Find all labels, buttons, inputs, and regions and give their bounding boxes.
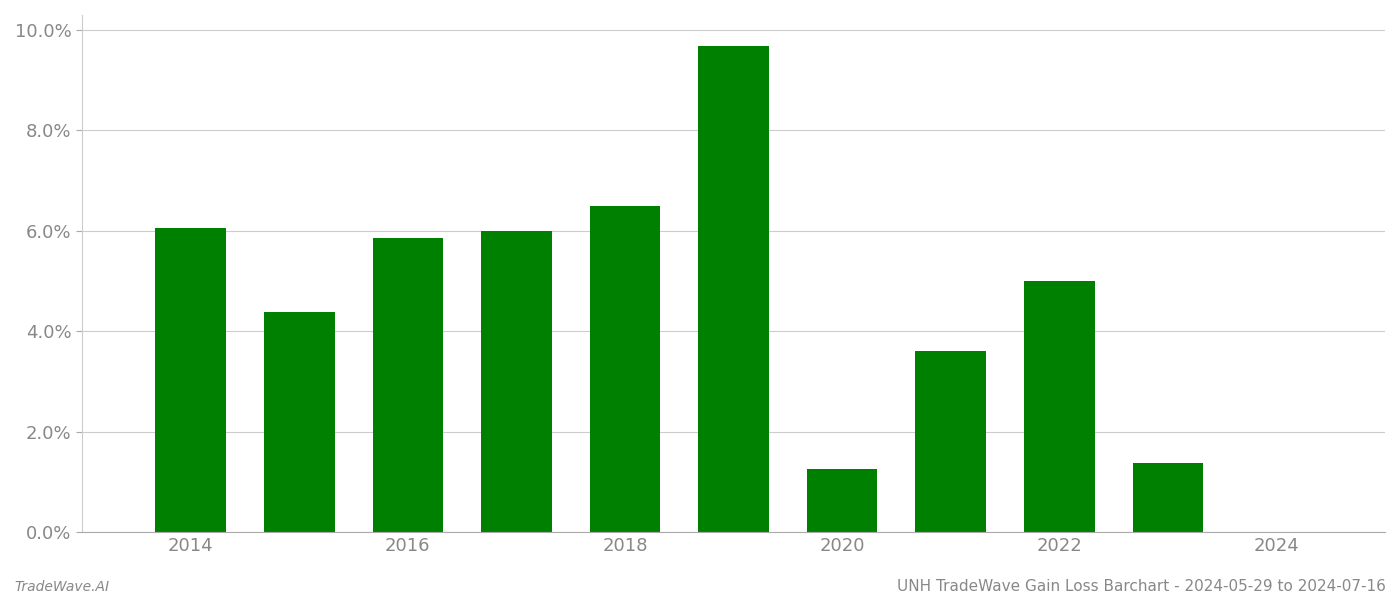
Bar <box>589 206 661 532</box>
Bar <box>806 469 878 532</box>
Bar <box>265 312 335 532</box>
Bar <box>699 46 769 532</box>
Bar <box>1133 463 1203 532</box>
Text: UNH TradeWave Gain Loss Barchart - 2024-05-29 to 2024-07-16: UNH TradeWave Gain Loss Barchart - 2024-… <box>897 579 1386 594</box>
Bar <box>372 238 444 532</box>
Bar <box>155 229 225 532</box>
Bar <box>916 352 986 532</box>
Bar <box>1023 281 1095 532</box>
Text: TradeWave.AI: TradeWave.AI <box>14 580 109 594</box>
Bar <box>482 231 552 532</box>
